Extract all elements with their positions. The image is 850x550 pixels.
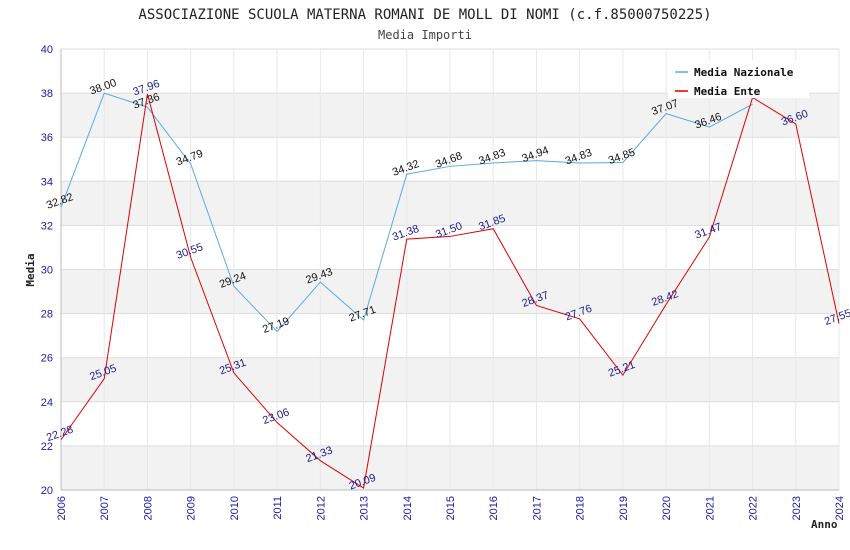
x-tick-label: 2013 [359,496,371,520]
x-tick-label: 2008 [142,496,154,520]
x-tick-label: 2007 [99,496,111,520]
x-tick-label: 2020 [661,496,673,520]
y-tick-label: 32 [41,220,53,232]
data-label: 34.85 [607,146,637,167]
x-tick-label: 2024 [834,496,846,520]
data-label: 27.19 [261,315,291,336]
x-tick-label: 2017 [531,496,543,520]
legend: Media Nazionale Media Ente [668,60,809,98]
data-label: 34.68 [434,150,464,171]
data-point [751,103,754,106]
y-tick-label: 28 [41,309,53,321]
data-label: 31.38 [391,223,421,244]
y-tick-label: 24 [41,397,53,409]
y-tick-label: 26 [41,353,53,365]
y-tick-label: 34 [41,176,53,188]
series-line-1 [60,92,753,333]
y-tick-label: 36 [41,132,53,144]
x-tick-label: 2018 [575,496,587,520]
x-tick-label: 2006 [56,496,68,520]
y-tick-label: 30 [41,265,53,277]
y-tick-label: 20 [41,485,53,497]
legend-label: Media Ente [694,85,761,98]
x-tick-label: 2011 [272,496,284,520]
series-line-2 [60,93,840,489]
x-axis-label: Anno [811,518,838,531]
legend-box [668,60,809,98]
data-label: 34.94 [520,144,550,165]
x-tick-label: 2010 [229,496,241,520]
grid [60,48,840,491]
x-axis-ticks: 2006 2007 2008 2009 2010 2011 2012 2013 2014 2015… [56,496,846,520]
x-tick-label: 2009 [186,496,198,520]
x-tick-label: 2016 [488,496,500,520]
x-tick-label: 2014 [402,496,414,520]
data-label: 30.55 [175,241,205,262]
x-tick-label: 2023 [791,496,803,520]
chart-title: ASSOCIAZIONE SCUOLA MATERNA ROMANI DE MO… [138,7,711,23]
data-label: 34.32 [391,158,421,179]
x-tick-label: 2012 [315,496,327,520]
data-label: 22.28 [45,424,75,445]
data-label: 34.83 [477,147,507,168]
y-tick-label: 40 [41,44,53,56]
y-axis-ticks: 20 22 24 26 28 30 32 34 36 38 40 [41,44,53,497]
data-label: 34.79 [175,148,205,169]
y-axis-label: Media [24,253,37,286]
x-tick-label: 2022 [748,496,760,520]
y-tick-label: 38 [41,88,53,100]
x-tick-label: 2021 [704,496,716,520]
chart-subtitle: Media Importi [378,28,472,42]
series-group [60,92,840,489]
data-label: 34.83 [564,147,594,168]
axes [60,49,839,491]
x-tick-label: 2015 [445,496,457,520]
x-tick-label: 2019 [618,496,630,520]
y-tick-label: 22 [41,441,53,453]
legend-label: Media Nazionale [694,66,794,79]
